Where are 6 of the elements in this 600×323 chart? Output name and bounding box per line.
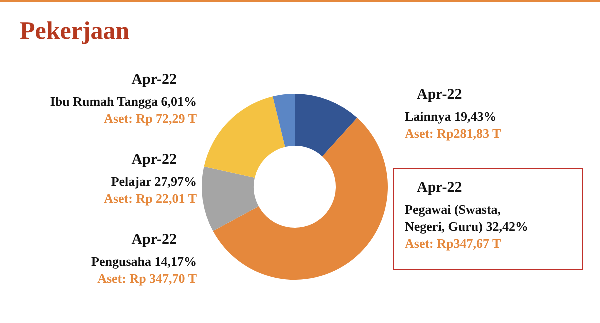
text: Apr-22 Lainnya 19,43% Aset: Rp281,83 T [405,87,502,142]
text: Apr-22 Pegawai (Swasta, Negeri, Guru) 32,42% Aset: Rp347,67 T [405,180,528,252]
text: Apr-22 Pelajar 27,97% Aset: Rp 22,01 T [104,152,197,207]
text: Apr-22 Ibu Rumah Tangga 6,01% Aset: Rp 72,29 T [50,72,197,127]
text: Apr-22 Pengusaha 14,17% Aset: Rp 347,70 T [92,232,197,287]
chart-title: Pekerjaan [20,18,130,46]
